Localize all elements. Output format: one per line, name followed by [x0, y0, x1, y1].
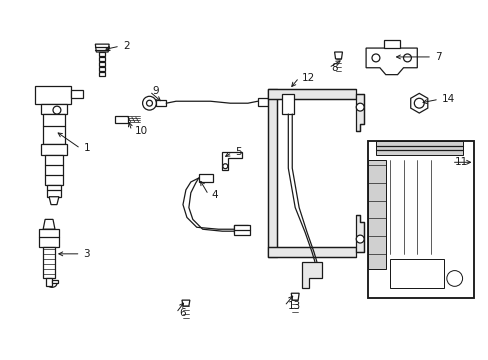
Polygon shape — [41, 144, 67, 156]
Polygon shape — [43, 247, 55, 278]
Bar — [156, 100, 166, 106]
Circle shape — [53, 106, 61, 114]
Text: 8: 8 — [331, 63, 338, 73]
Bar — [389, 259, 443, 288]
Polygon shape — [356, 215, 364, 252]
Polygon shape — [39, 229, 59, 247]
Bar — [267, 89, 356, 99]
Bar — [99, 72, 105, 76]
Polygon shape — [334, 52, 342, 59]
Circle shape — [146, 100, 152, 106]
Polygon shape — [383, 40, 399, 48]
Bar — [267, 247, 356, 257]
Text: 5: 5 — [235, 148, 241, 157]
Bar — [267, 89, 277, 257]
Text: 1: 1 — [83, 144, 90, 153]
Text: 14: 14 — [441, 94, 454, 104]
Polygon shape — [366, 48, 416, 75]
Text: 11: 11 — [454, 157, 467, 167]
Bar — [99, 57, 105, 61]
Text: 3: 3 — [83, 249, 90, 259]
Bar — [367, 141, 473, 298]
Circle shape — [446, 271, 462, 286]
Polygon shape — [410, 93, 427, 113]
Circle shape — [223, 164, 227, 169]
Circle shape — [356, 235, 364, 243]
Text: 10: 10 — [135, 126, 147, 136]
Bar — [367, 160, 385, 269]
Polygon shape — [222, 152, 242, 170]
Polygon shape — [71, 90, 82, 98]
Polygon shape — [45, 156, 63, 185]
Text: 12: 12 — [302, 73, 315, 82]
Bar — [99, 52, 105, 56]
Bar — [375, 141, 462, 156]
Polygon shape — [43, 219, 55, 229]
Circle shape — [356, 103, 364, 111]
Bar — [99, 62, 105, 66]
Polygon shape — [115, 116, 127, 123]
Polygon shape — [52, 280, 58, 283]
Bar — [257, 98, 271, 106]
Polygon shape — [49, 197, 59, 204]
Circle shape — [413, 98, 423, 108]
Text: 4: 4 — [211, 190, 218, 200]
Polygon shape — [95, 44, 109, 52]
Bar — [99, 67, 105, 71]
Polygon shape — [47, 185, 61, 197]
Text: 13: 13 — [287, 301, 300, 311]
Text: 6: 6 — [179, 308, 185, 318]
Polygon shape — [41, 104, 67, 114]
Bar — [282, 94, 294, 114]
Text: 2: 2 — [122, 41, 129, 51]
Circle shape — [142, 96, 156, 110]
Bar — [234, 225, 249, 235]
Polygon shape — [356, 94, 364, 131]
Text: 7: 7 — [434, 52, 441, 62]
Polygon shape — [302, 262, 321, 288]
Polygon shape — [291, 293, 299, 300]
Polygon shape — [35, 86, 71, 104]
Text: 9: 9 — [152, 86, 159, 96]
Bar — [198, 174, 212, 182]
Bar — [234, 225, 247, 233]
Circle shape — [403, 54, 410, 62]
Circle shape — [371, 54, 379, 62]
Polygon shape — [46, 278, 52, 286]
Polygon shape — [182, 300, 189, 306]
Polygon shape — [43, 114, 65, 144]
